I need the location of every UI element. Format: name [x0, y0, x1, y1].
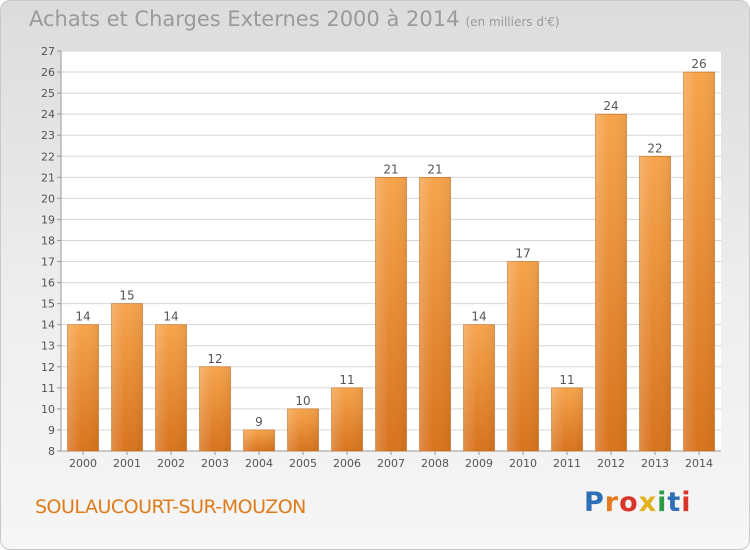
- bar-value-label: 22: [647, 141, 662, 155]
- x-tick-label: 2013: [641, 457, 669, 470]
- y-tick-label: 12: [41, 361, 55, 374]
- y-tick-label: 23: [41, 129, 55, 142]
- bar-value-label: 24: [603, 99, 618, 113]
- y-tick-label: 26: [41, 66, 55, 79]
- bar-shading: [551, 387, 583, 451]
- x-tick-label: 2000: [69, 457, 97, 470]
- y-tick-label: 27: [41, 45, 55, 58]
- y-axis: 8 9 10 11 12 13 14 15 16 17 18 19 20 21 22 23 24 25 26 27: [41, 45, 721, 458]
- chart-title-text: Achats et Charges Externes 2000 à 2014: [29, 7, 460, 31]
- x-tick-label: 2011: [553, 457, 581, 470]
- logo-letter: x: [638, 487, 658, 518]
- chart-unit: (en milliers d'€): [465, 15, 560, 29]
- bar-shading: [595, 114, 627, 451]
- bars: [67, 71, 715, 452]
- bar-shading: [155, 324, 187, 451]
- bar-shading: [243, 429, 275, 451]
- bar-value-label: 17: [515, 247, 530, 261]
- bar-value-label: 21: [427, 162, 442, 176]
- x-axis: 2000 2001 2002 2003 2004 2005 2006 2007 2008 2009…: [69, 451, 713, 470]
- bar-shading: [463, 324, 495, 451]
- bar-value-label: 12: [207, 352, 222, 366]
- bar-value-label: 15: [119, 289, 134, 303]
- x-tick-label: 2005: [289, 457, 317, 470]
- proxiti-logo: Proxiti: [584, 487, 692, 518]
- y-tick-label: 24: [41, 108, 55, 121]
- commune-name: SOULAUCOURT-SUR-MOUZON: [35, 496, 306, 518]
- y-tick-label: 14: [41, 319, 55, 332]
- y-tick-label: 16: [41, 277, 55, 290]
- bar-value-label: 21: [383, 162, 398, 176]
- bar-shading: [287, 408, 319, 451]
- bar-shading: [683, 72, 715, 451]
- y-tick-label: 19: [41, 213, 55, 226]
- y-tick-label: 22: [41, 150, 55, 163]
- x-tick-label: 2009: [465, 457, 493, 470]
- logo-letter: r: [604, 487, 620, 518]
- bar-value-label: 14: [471, 310, 486, 324]
- bar-value-label: 9: [255, 415, 263, 429]
- y-tick-label: 10: [41, 403, 55, 416]
- x-tick-label: 2004: [245, 457, 273, 470]
- y-tick-label: 21: [41, 171, 55, 184]
- bar-shading: [67, 324, 99, 451]
- x-tick-label: 2012: [597, 457, 625, 470]
- logo-letter: i: [657, 487, 668, 518]
- y-tick-label: 20: [41, 192, 55, 205]
- bar-shading: [111, 303, 143, 451]
- bar-shading: [419, 177, 451, 451]
- bar-shading: [375, 177, 407, 451]
- bar-value-label: 10: [295, 394, 310, 408]
- logo-letter: P: [584, 487, 605, 518]
- x-tick-label: 2001: [113, 457, 141, 470]
- y-tick-label: 18: [41, 234, 55, 247]
- chart-title: Achats et Charges Externes 2000 à 2014 (e…: [29, 7, 560, 31]
- bar-value-label: 26: [691, 57, 706, 71]
- x-tick-label: 2003: [201, 457, 229, 470]
- y-tick-label: 13: [41, 340, 55, 353]
- bar-shading: [331, 387, 363, 451]
- y-tick-label: 9: [48, 424, 55, 437]
- bar-value-label: 14: [163, 310, 178, 324]
- y-tick-label: 8: [48, 445, 55, 458]
- y-tick-label: 15: [41, 298, 55, 311]
- y-tick-label: 11: [41, 382, 55, 395]
- x-tick-label: 2008: [421, 457, 449, 470]
- bar-shading: [199, 366, 231, 451]
- y-tick-label: 25: [41, 87, 55, 100]
- x-tick-label: 2007: [377, 457, 405, 470]
- y-tick-label: 17: [41, 256, 55, 269]
- logo-letter: t: [667, 487, 682, 518]
- x-tick-label: 2010: [509, 457, 537, 470]
- bar-shading: [507, 261, 539, 451]
- bar-value-label: 14: [75, 310, 90, 324]
- logo-letter: o: [619, 487, 639, 518]
- bar-shading: [639, 156, 671, 451]
- value-labels: 14 15 14 12 9 10 11 21 21 14 17 11 24 22 26: [75, 57, 706, 429]
- x-tick-label: 2002: [157, 457, 185, 470]
- bar-value-label: 11: [339, 373, 354, 387]
- bar-value-label: 11: [559, 373, 574, 387]
- x-tick-label: 2006: [333, 457, 361, 470]
- logo-letter: i: [681, 487, 692, 518]
- x-tick-label: 2014: [685, 457, 713, 470]
